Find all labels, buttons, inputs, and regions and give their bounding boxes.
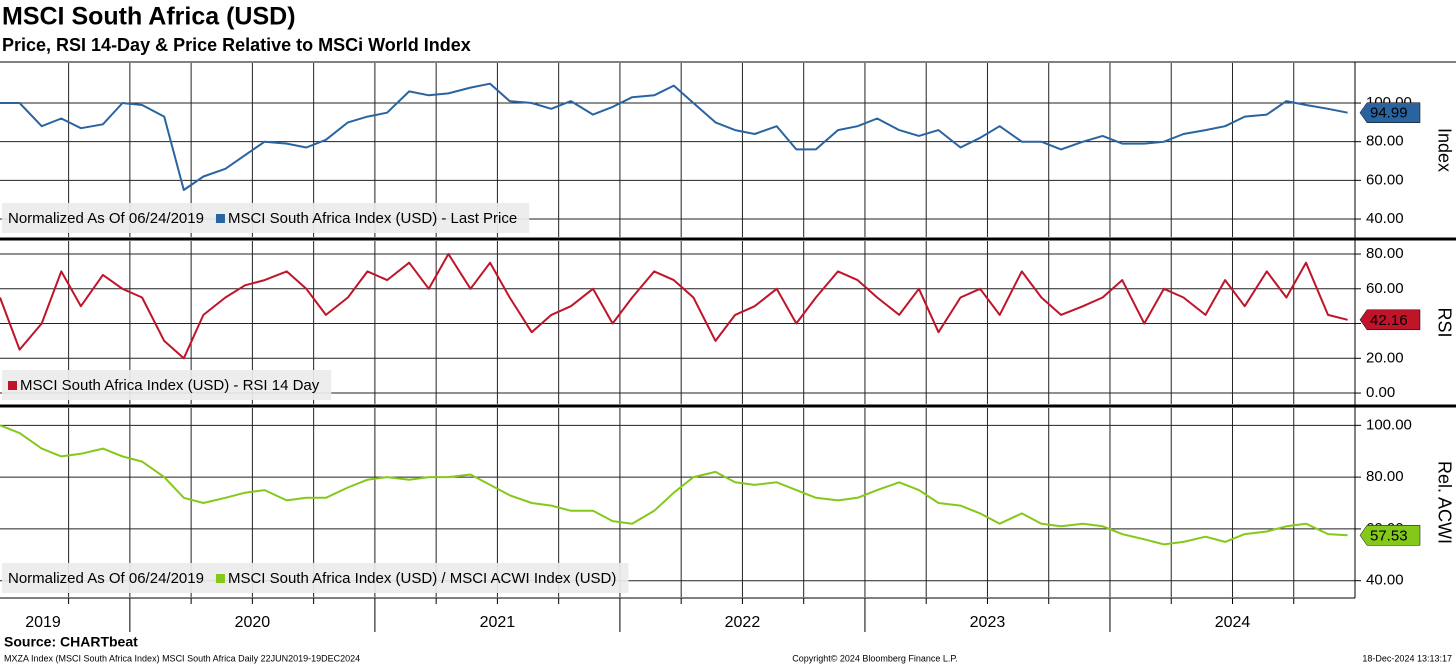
legend-swatch [215, 574, 225, 583]
x-tick-label: 2022 [725, 614, 761, 631]
legend-background [2, 203, 530, 233]
series-line [0, 424, 1348, 546]
ticker-info: MXZA Index (MSCI South Africa Index) MSC… [4, 653, 360, 663]
legend-swatch [8, 381, 17, 390]
x-tick-label: 2024 [1215, 614, 1251, 631]
axis-title: RSI [1434, 307, 1454, 337]
axis-title: Index [1434, 128, 1454, 172]
y-tick-label: 80.00 [1366, 133, 1404, 150]
x-tick-label: 2023 [970, 614, 1006, 631]
x-tick-label: 2019 [25, 614, 61, 631]
x-tick-label: 2021 [480, 614, 516, 631]
x-tick-label: 2020 [235, 614, 271, 631]
series-line [0, 82, 1348, 191]
y-tick-label: 40.00 [1366, 572, 1404, 589]
last-value-label: 57.53 [1370, 527, 1408, 544]
chart-subtitle: Price, RSI 14-Day & Price Relative to MS… [2, 35, 471, 55]
legend-label: MSCI South Africa Index (USD) / MSCI ACW… [228, 570, 616, 587]
last-value-label: 94.99 [1370, 105, 1408, 122]
legend-label: MSCI South Africa Index (USD) - Last Pri… [228, 210, 517, 227]
y-tick-label: 40.00 [1366, 210, 1404, 227]
series-line [0, 253, 1348, 360]
last-value-box [1359, 525, 1421, 546]
y-tick-label: 0.00 [1366, 384, 1395, 401]
copyright: Copyright© 2024 Bloomberg Finance L.P. [792, 653, 958, 663]
y-tick-label: 60.00 [1366, 171, 1404, 188]
source: Source: CHARTbeat [4, 634, 138, 650]
y-tick-label: 60.00 [1366, 280, 1404, 297]
y-tick-label: 80.00 [1366, 245, 1404, 262]
y-tick-label: 100.00 [1366, 416, 1412, 433]
axis-title: Rel. ACWI [1434, 461, 1454, 544]
chart-title: MSCI South Africa (USD) [2, 3, 296, 31]
legend-background [2, 563, 629, 593]
timestamp: 18-Dec-2024 13:13:17 [1362, 653, 1452, 663]
y-tick-label: 20.00 [1366, 349, 1404, 366]
legend: MSCI South Africa Index (USD) - RSI 14 D… [2, 370, 332, 400]
legend-note: Normalized As Of 06/24/2019 [8, 210, 204, 227]
last-value-box [1359, 102, 1421, 123]
legend-background [2, 370, 332, 400]
last-value-label: 42.16 [1370, 312, 1408, 329]
legend-label: MSCI South Africa Index (USD) - RSI 14 D… [20, 377, 320, 394]
legend-note: Normalized As Of 06/24/2019 [8, 570, 204, 587]
legend-swatch [215, 214, 225, 223]
legend: Normalized As Of 06/24/2019 MSCI South Af… [2, 203, 530, 233]
legend: Normalized As Of 06/24/2019 MSCI South Af… [2, 563, 629, 593]
last-value-box [1359, 309, 1421, 331]
y-tick-label: 80.00 [1366, 468, 1404, 485]
